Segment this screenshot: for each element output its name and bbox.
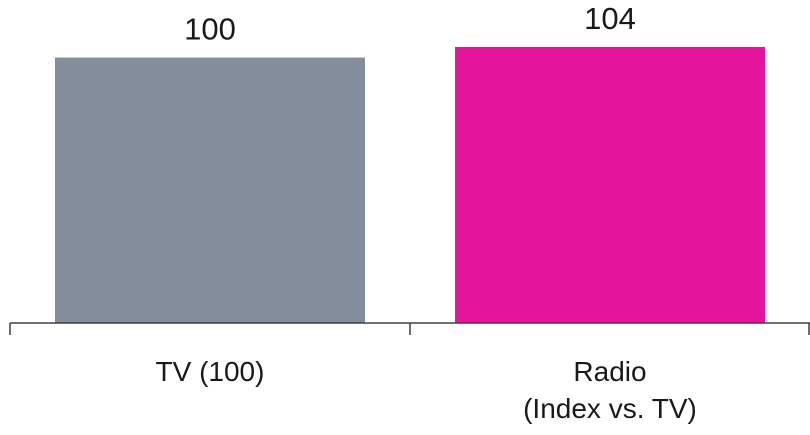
data-label-1: 104 xyxy=(584,1,636,36)
x-axis-tick-labels: TV (100) Radio (Index vs. TV) xyxy=(156,356,697,424)
bars-group xyxy=(55,46,765,323)
data-labels-group: 100 104 xyxy=(184,1,636,47)
bar-0 xyxy=(55,57,365,323)
x-axis-ticks xyxy=(9,323,810,335)
tick-label-1: Radio (Index vs. TV) xyxy=(523,356,697,424)
bar-1 xyxy=(455,46,765,323)
data-label-0: 100 xyxy=(184,12,236,47)
tick-label-0: TV (100) xyxy=(156,356,265,387)
